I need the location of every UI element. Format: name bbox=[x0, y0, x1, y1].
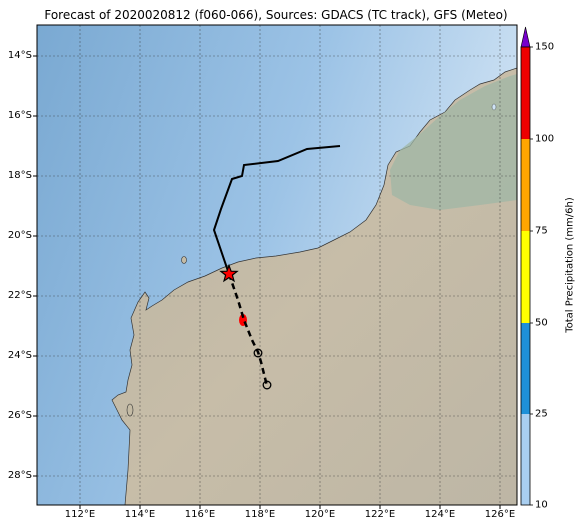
latitude-label: 20°S bbox=[7, 230, 32, 241]
axis-ticks bbox=[33, 55, 501, 509]
latitude-label: 16°S bbox=[7, 110, 32, 121]
colorbar-segment bbox=[521, 323, 530, 414]
latitude-label: 14°S bbox=[7, 50, 32, 61]
latitude-label: 22°S bbox=[7, 290, 32, 301]
colorbar-segment bbox=[521, 139, 530, 231]
colorbar-tick-label: 50 bbox=[535, 317, 548, 329]
colorbar-tick-label: 100 bbox=[535, 133, 555, 145]
colorbar-extend-arrow bbox=[520, 26, 531, 48]
colorbar-segment bbox=[521, 231, 530, 323]
forecast-track bbox=[227, 273, 269, 387]
longitude-label: 126°E bbox=[484, 509, 516, 520]
colorbar-tick-label: 150 bbox=[535, 41, 555, 53]
colorbar-tick-label: 25 bbox=[535, 408, 548, 420]
longitude-label: 112°E bbox=[64, 509, 96, 520]
colorbar-tick-label: 75 bbox=[535, 225, 548, 237]
colorbar-segment bbox=[521, 414, 530, 505]
colorbar-tick-label: 10 bbox=[535, 499, 548, 511]
grid-lines bbox=[37, 25, 517, 505]
circle-icon bbox=[262, 380, 272, 390]
latitude-label: 24°S bbox=[7, 350, 32, 361]
colorbar bbox=[520, 26, 533, 506]
longitude-label: 118°E bbox=[244, 509, 276, 520]
map-title: Forecast of 2020020812 (f060-066), Sourc… bbox=[44, 8, 508, 22]
colorbar-segment bbox=[521, 47, 530, 139]
island bbox=[491, 103, 497, 111]
circle-icon bbox=[253, 348, 263, 358]
colorbar-title: Total Precipitation (mm/6h) bbox=[564, 197, 576, 333]
island bbox=[126, 403, 134, 417]
latitude-label: 28°S bbox=[7, 470, 32, 481]
island bbox=[181, 256, 187, 264]
star-icon bbox=[219, 263, 239, 283]
latitude-label: 26°S bbox=[7, 410, 32, 421]
latitude-label: 18°S bbox=[7, 170, 32, 181]
longitude-label: 114°E bbox=[124, 509, 156, 520]
longitude-label: 124°E bbox=[424, 509, 456, 520]
longitude-label: 120°E bbox=[304, 509, 336, 520]
longitude-label: 116°E bbox=[184, 509, 216, 520]
observed-track bbox=[212, 145, 341, 275]
map-frame bbox=[36, 24, 518, 506]
longitude-label: 122°E bbox=[364, 509, 396, 520]
